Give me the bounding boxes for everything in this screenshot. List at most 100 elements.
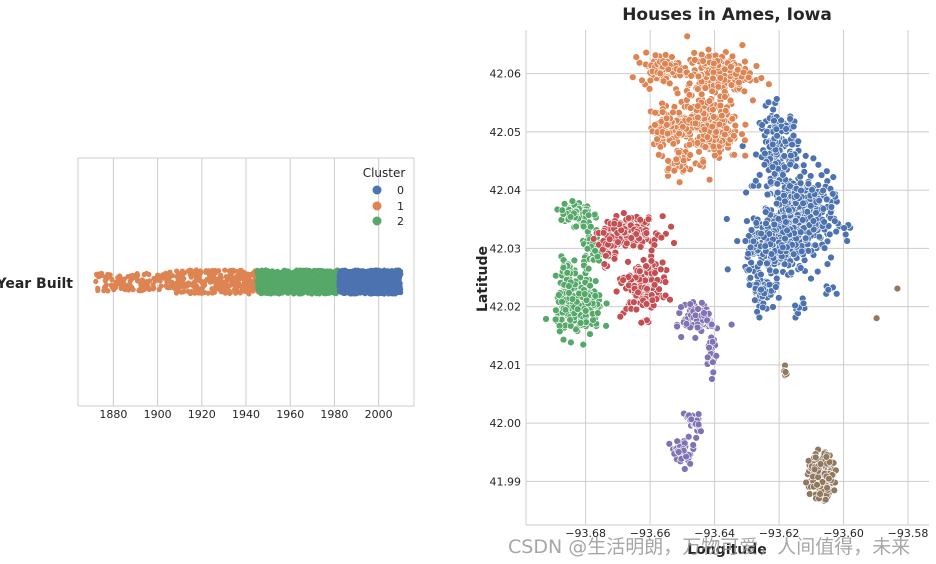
- cluster-legend: Cluster 0 1 2: [363, 166, 406, 228]
- scatter-point-cluster-0: [826, 230, 834, 239]
- scatter-point-cluster-0: [743, 217, 751, 225]
- scatter-point-cluster-0: [747, 226, 756, 234]
- strip-point-cluster-0: [340, 278, 346, 284]
- strip-point-cluster-1: [187, 271, 193, 278]
- scatter-point-cluster-0: [787, 151, 795, 160]
- strip-point-cluster-1: [128, 273, 134, 279]
- scatter-point-cluster-3: [636, 267, 644, 275]
- scatter-point-cluster-4: [707, 320, 716, 329]
- scatter-point-cluster-4: [697, 427, 705, 435]
- strip-point-cluster-0: [336, 283, 343, 289]
- scatter-point-cluster-2: [602, 322, 610, 330]
- scatter-point-cluster-3: [642, 262, 650, 270]
- scatter-point-cluster-1: [697, 90, 706, 99]
- scatter-point-cluster-1: [693, 139, 702, 147]
- strip-point-cluster-1: [109, 277, 115, 283]
- strip-point-cluster-0: [379, 288, 385, 294]
- scatter-point-cluster-1: [701, 143, 709, 151]
- scatter-point-cluster-0: [799, 299, 808, 308]
- scatter-point-cluster-0: [772, 125, 780, 133]
- scatter-point-cluster-0: [807, 274, 815, 283]
- scatter-point-cluster-1: [752, 62, 761, 70]
- strip-point-cluster-0: [357, 290, 363, 296]
- scatter-point-cluster-0: [823, 260, 832, 268]
- scatter-point-cluster-0: [820, 244, 829, 252]
- strip-point-cluster-0: [348, 290, 354, 296]
- strip-point-cluster-2: [309, 275, 316, 281]
- scatter-point-cluster-3: [667, 223, 675, 231]
- scatter-point-cluster-2: [594, 309, 602, 317]
- strip-point-cluster-2: [271, 287, 277, 293]
- strip-point-cluster-1: [220, 284, 226, 290]
- scatter-point-cluster-0: [801, 234, 810, 242]
- strip-point-cluster-1: [206, 274, 213, 280]
- scatter-point-cluster-0: [757, 229, 765, 238]
- scatter-point-cluster-0: [772, 199, 781, 208]
- scatter-point-cluster-4: [665, 440, 673, 448]
- scatter-point-cluster-3: [637, 319, 645, 327]
- scatter-point-cluster-1: [655, 151, 663, 159]
- strip-point-cluster-0: [372, 275, 378, 282]
- strip-point-cluster-2: [267, 291, 274, 297]
- scatter-point-cluster-2: [576, 319, 585, 327]
- scatter-point-cluster-3: [650, 281, 659, 289]
- scatter-point-cluster-3: [658, 258, 667, 267]
- csdn-watermark: CSDN @生活明朗，万物可爱，人间值得，未来: [508, 536, 911, 558]
- scatter-point-cluster-0: [831, 217, 839, 225]
- strip-point-cluster-1: [242, 274, 248, 280]
- strip-point-cluster-1: [156, 286, 162, 293]
- scatter-point-cluster-3: [648, 296, 657, 304]
- legend-label-0: 0: [397, 184, 404, 197]
- scatter-point-cluster-1: [695, 148, 703, 156]
- scatter-point-cluster-0: [822, 195, 831, 204]
- scatter-point-cluster-0: [796, 172, 804, 181]
- scatter-point-cluster-2: [584, 265, 593, 273]
- scatter-point-cluster-1: [744, 73, 753, 82]
- strip-point-cluster-1: [193, 273, 199, 279]
- strip-point-cluster-2: [306, 267, 312, 273]
- scatter-point-cluster-1: [739, 68, 748, 77]
- scatter-point-cluster-2: [582, 296, 591, 304]
- strip-point-cluster-1: [117, 273, 123, 279]
- strip-point-cluster-1: [249, 282, 255, 288]
- scatter-point-cluster-1: [675, 178, 684, 186]
- scatter-point-cluster-0: [773, 95, 781, 103]
- strip-point-cluster-2: [260, 270, 266, 276]
- scatter-point-cluster-3: [612, 287, 621, 296]
- scatter-point-cluster-2: [563, 269, 571, 277]
- scatter-point-cluster-0: [766, 266, 774, 274]
- scatter-point-cluster-0: [761, 208, 770, 216]
- scatter-point-cluster-0: [765, 280, 774, 289]
- strip-point-cluster-0: [376, 267, 382, 273]
- legend-marker-2: [372, 216, 382, 226]
- strip-point-cluster-0: [394, 270, 400, 276]
- scatter-point-cluster-4: [686, 300, 694, 308]
- scatter-point-cluster-4: [677, 333, 685, 341]
- scatter-point-cluster-1: [740, 87, 749, 96]
- scatter-point-cluster-0: [759, 303, 767, 312]
- scatter-point-cluster-5: [822, 453, 831, 461]
- scatter-point-cluster-1: [686, 151, 694, 159]
- strip-point-cluster-0: [371, 280, 377, 286]
- scatter-point-cluster-0: [723, 215, 731, 223]
- strip-point-cluster-1: [218, 272, 224, 278]
- strip-point-cluster-1: [174, 273, 180, 280]
- strip-point-cluster-2: [302, 269, 308, 276]
- scatter-point-cluster-0: [799, 199, 807, 208]
- scatter-point-cluster-1: [703, 133, 712, 141]
- scatter-point-cluster-2: [560, 200, 569, 208]
- scatter-point-cluster-0: [813, 267, 822, 276]
- scatter-point-cluster-3: [599, 229, 608, 237]
- scatter-point-cluster-0: [772, 283, 780, 291]
- scatter-point-cluster-0: [744, 250, 752, 258]
- scatter-point-cluster-3: [651, 269, 659, 277]
- strip-point-cluster-1: [173, 282, 179, 288]
- scatter-point-cluster-1: [697, 50, 706, 59]
- scatter-point-cluster-2: [556, 327, 564, 336]
- scatter-point-cluster-1: [738, 41, 747, 49]
- strip-point-cluster-2: [309, 291, 315, 297]
- scatter-point-cluster-2: [568, 197, 577, 205]
- scatter-point-cluster-1: [691, 56, 699, 64]
- scatter-point-cluster-1: [715, 120, 724, 129]
